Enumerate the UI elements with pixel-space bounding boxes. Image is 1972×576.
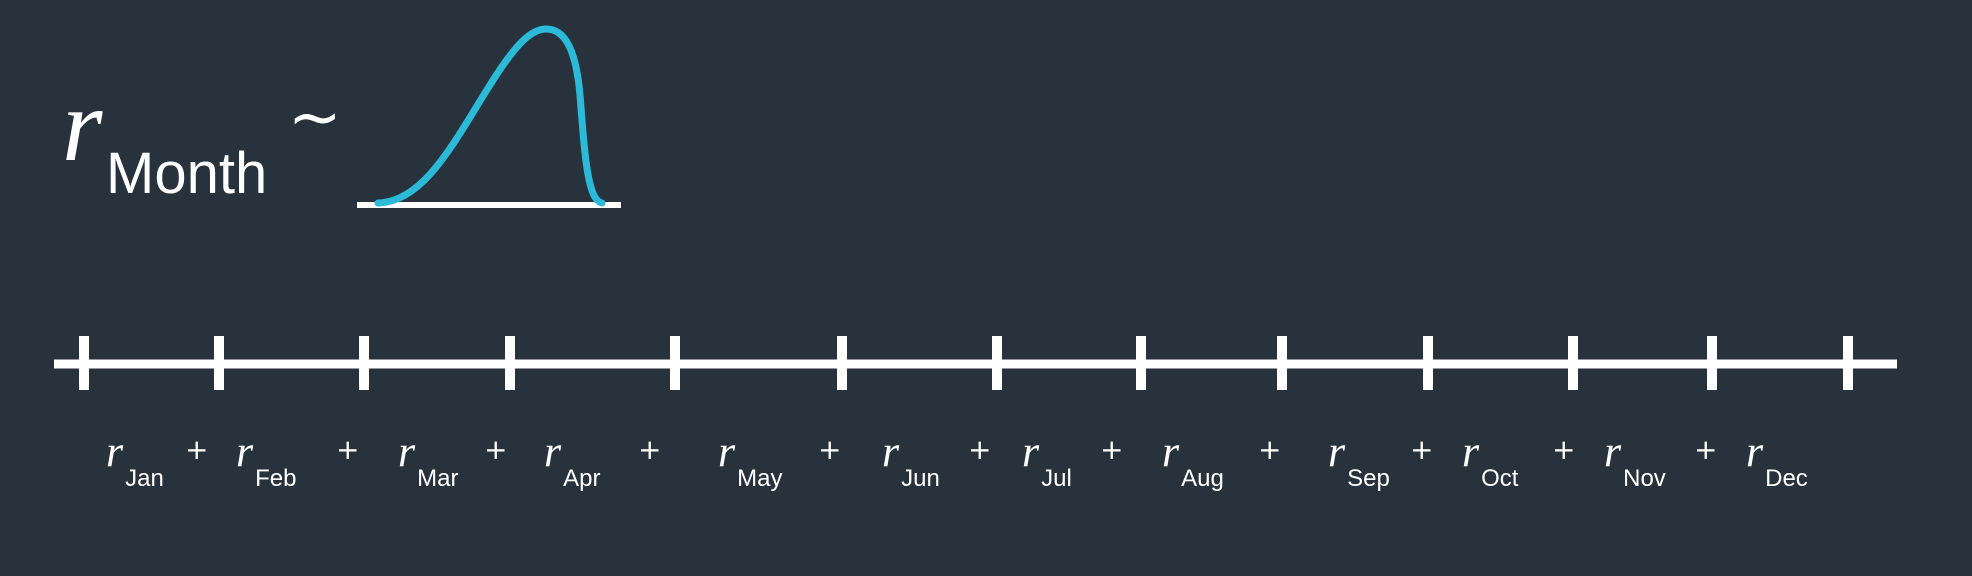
term-mar: rMar (398, 427, 458, 493)
term-subscript: Mar (417, 465, 459, 492)
timeline-ticks (79, 336, 1853, 390)
term-subscript: Sep (1347, 465, 1390, 492)
term-variable: r (1328, 427, 1346, 476)
term-variable: r (236, 427, 254, 476)
term-subscript: May (737, 465, 783, 492)
term-subscript: Jun (901, 465, 940, 492)
term-feb: rFeb (236, 427, 296, 493)
term-subscript: Dec (1765, 465, 1808, 492)
plus-operator: + (1410, 433, 1434, 466)
plus-operator: + (638, 433, 662, 466)
plus-operator: + (1258, 433, 1282, 466)
term-subscript: Jul (1041, 465, 1072, 492)
term-variable: r (1746, 427, 1764, 476)
plus-operator: + (185, 433, 209, 466)
formula-variable: r (62, 68, 103, 183)
plus-operator: + (1552, 433, 1576, 466)
term-jun: rJun (882, 427, 940, 493)
term-aug: rAug (1162, 427, 1224, 493)
distribution-curve-icon (374, 25, 606, 207)
term-variable: r (1462, 427, 1480, 476)
plus-operator: + (818, 433, 842, 466)
plus-operator: + (968, 433, 992, 466)
term-may: rMay (718, 427, 782, 493)
term-subscript: Jan (125, 465, 164, 492)
term-dec: rDec (1746, 427, 1808, 493)
term-subscript: Aug (1181, 465, 1224, 492)
plus-operator: + (484, 433, 508, 466)
formula-relation: ~ (288, 81, 342, 155)
term-nov: rNov (1604, 427, 1666, 493)
term-subscript: Oct (1481, 465, 1519, 492)
term-variable: r (882, 427, 900, 476)
term-variable: r (398, 427, 416, 476)
plus-operator: + (1694, 433, 1718, 466)
plus-operator: + (336, 433, 360, 466)
term-variable: r (1162, 427, 1180, 476)
term-oct: rOct (1462, 427, 1518, 493)
term-subscript: Nov (1623, 465, 1666, 492)
term-sep: rSep (1328, 427, 1390, 493)
term-variable: r (718, 427, 736, 476)
term-variable: r (106, 427, 124, 476)
term-variable: r (544, 427, 562, 476)
term-variable: r (1604, 427, 1622, 476)
plus-operator: + (1100, 433, 1124, 466)
term-subscript: Feb (255, 465, 297, 492)
formula-subscript: Month (106, 141, 268, 206)
term-subscript: Apr (563, 465, 601, 492)
term-variable: r (1022, 427, 1040, 476)
term-jul: rJul (1022, 427, 1072, 493)
term-jan: rJan (106, 427, 164, 493)
term-apr: rApr (544, 427, 600, 493)
